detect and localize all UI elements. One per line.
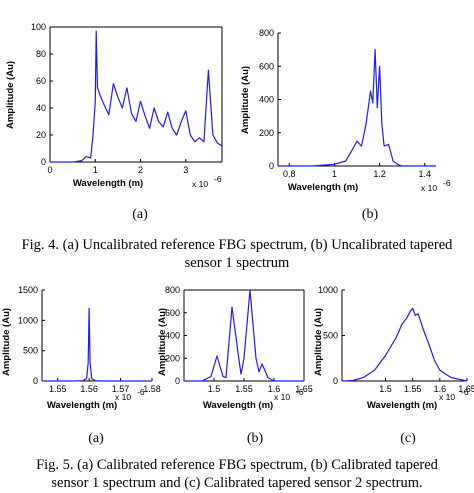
fig5c-x-exponent: x 10: [439, 392, 455, 402]
fig5a-chart: Amplitude (Au) 1.55 1.56 1.57 1.58 0 500 1000 1…: [1, 285, 161, 411]
fig5b-xtick-label: 1.6: [268, 384, 281, 394]
fig5c-series-line: [341, 307, 468, 382]
fig5a-xlabel: Wavelength (m): [47, 400, 117, 411]
fig5c-xlabel: Wavelength (m): [367, 400, 437, 411]
fig5b-ytick-label: 600: [165, 308, 180, 318]
fig5a-x-exponent: x 10: [115, 392, 131, 402]
fig5b-ytick-label: 400: [165, 331, 180, 341]
fig4b-ytick-label: 0: [269, 161, 274, 171]
fig5-caption-line2: sensor 1 spectrum and (c) Calibrated tap…: [51, 475, 423, 491]
fig5a-sublabel: (a): [88, 431, 104, 446]
fig4b-sublabel: (b): [361, 207, 379, 222]
fig5a-ytick-label: 0: [33, 376, 38, 386]
fig4a-ylabel: Amplitude (Au): [5, 61, 16, 129]
fig4b-xtick-label: 1: [332, 169, 337, 179]
fig4a-sublabel: (a): [132, 207, 148, 222]
fig5a-ytick-label: 1000: [18, 315, 38, 325]
fig4b-chart: Amplitude (Au) 0.8 1 1.2 1.4 0 200 400 600 800 Wa…: [240, 28, 451, 193]
fig4a-x-exponent: x 10: [192, 179, 208, 189]
fig4a-xlabel: Wavelength (m): [73, 178, 143, 189]
fig5b-series-line: [184, 289, 304, 382]
fig5a-xtick-label: 1.58: [143, 384, 161, 394]
fig5a-ytick-label: 1500: [18, 285, 38, 295]
fig4-caption-line1: Fig. 4. (a) Uncalibrated reference FBG s…: [21, 237, 453, 253]
fig5c-xtick-label: 1.55: [404, 384, 422, 394]
fig5b-ytick-label: 800: [165, 285, 180, 295]
fig5a-ytick-label: 500: [23, 346, 38, 356]
fig5b-xlabel: Wavelength (m): [203, 400, 273, 411]
fig5c-ylabel: Amplitude (Au): [313, 308, 324, 376]
fig5a-series-line: [42, 307, 152, 382]
fig5a-x-exponent-power: -6: [137, 387, 145, 397]
fig5a-xtick-label: 1.55: [49, 384, 67, 394]
fig4a-xtick-label: 2: [138, 165, 143, 175]
fig4a-ytick-label: 20: [36, 130, 46, 140]
fig5b-x-exponent: x 10: [274, 392, 290, 402]
fig4a-xtick-label: 1: [93, 165, 98, 175]
fig4b-series-line: [278, 48, 436, 167]
fig5c-sublabel: (c): [400, 431, 416, 446]
fig5c-xtick-label: 1.6: [434, 384, 447, 394]
fig4a-ytick-label: 0: [41, 157, 46, 167]
fig5b-xtick-label: 1.5: [208, 384, 221, 394]
fig4a-series-line: [50, 30, 223, 163]
fig4b-ytick-label: 400: [259, 95, 274, 105]
fig5b-ytick-label: 0: [175, 376, 180, 386]
fig5c-xtick-label: 1.65: [458, 384, 474, 394]
fig4a-ytick-label: 40: [36, 103, 46, 113]
fig5a-xtick-label: 1.56: [80, 384, 98, 394]
fig4b-ytick-label: 800: [259, 28, 274, 38]
fig4a-ytick-label: 100: [31, 22, 46, 32]
fig5b-ylabel: Amplitude (Au): [157, 308, 168, 376]
fig4a-xtick-label: 3: [183, 165, 188, 175]
fig5b-xtick-label: 1.55: [235, 384, 253, 394]
fig4b-ytick-label: 200: [259, 128, 274, 138]
fig4a-chart: Amplitude (Au) 0 1 2 3 0 20 40 60 80 100 Wavelengt…: [5, 22, 223, 189]
fig5c-xtick-label: 1.5: [379, 384, 392, 394]
fig4b-xtick-label: 1.4: [418, 169, 431, 179]
fig5b-xtick-label: 1.65: [295, 384, 313, 394]
fig5c-chart: Amplitude (Au) 1.5 1.55 1.6 1.65 0 500 1000 Wav…: [313, 285, 474, 411]
fig5b-sublabel: (b): [246, 431, 264, 446]
fig4a-ytick-label: 60: [36, 76, 46, 86]
fig5-caption-line1: Fig. 5. (a) Calibrated reference FBG spe…: [36, 457, 438, 473]
fig5b-ytick-label: 200: [165, 353, 180, 363]
fig4a-x-exponent-power: -6: [214, 174, 222, 184]
fig4b-x-exponent: x 10: [421, 183, 437, 193]
fig5a-xtick-label: 1.57: [112, 384, 130, 394]
fig4a-xtick-label: 0: [47, 165, 52, 175]
fig4b-ytick-label: 600: [259, 61, 274, 71]
fig5c-ytick-label: 1000: [318, 285, 338, 295]
fig5b-x-exponent-power: -6: [296, 387, 304, 397]
fig5b-chart: Amplitude (Au) 1.5 1.55 1.6 1.65 0 200 400 600 8…: [157, 285, 313, 411]
fig5c-ytick-label: 500: [323, 331, 338, 341]
fig4b-x-exponent-power: -6: [443, 178, 451, 188]
fig4b-xtick-label: 0.8: [283, 169, 296, 179]
fig5a-ylabel: Amplitude (Au): [1, 308, 12, 376]
fig4b-ylabel: Amplitude (Au): [240, 66, 251, 134]
fig4b-xtick-label: 1.2: [373, 169, 386, 179]
fig5c-x-exponent-power: -6: [461, 387, 469, 397]
fig4a-ytick-label: 80: [36, 49, 46, 59]
fig5c-ytick-label: 0: [333, 376, 338, 386]
fig4b-xlabel: Wavelength (m): [288, 182, 358, 193]
fig4-caption-line2: sensor 1 spectrum: [184, 255, 290, 271]
